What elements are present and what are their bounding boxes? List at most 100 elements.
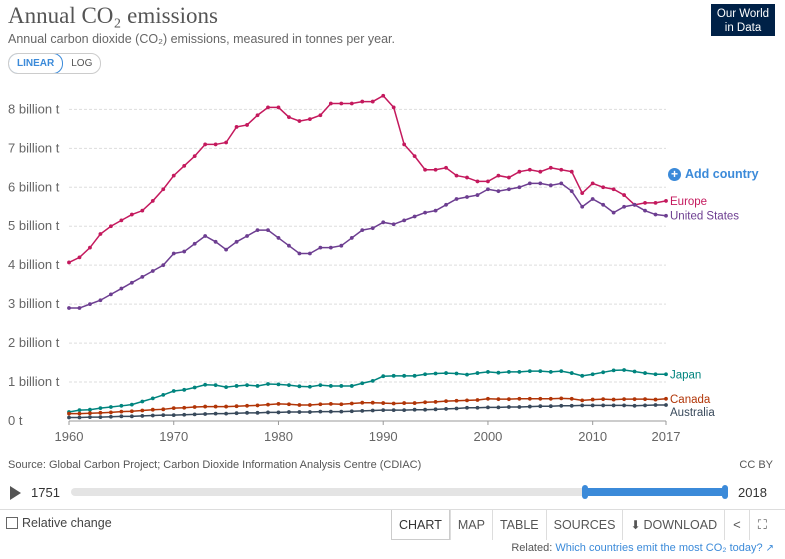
data-point bbox=[423, 407, 428, 412]
y-tick-label: 4 billion t bbox=[8, 257, 60, 272]
data-point bbox=[129, 402, 134, 407]
relative-change-toggle[interactable]: Relative change bbox=[6, 516, 112, 530]
data-point bbox=[496, 405, 501, 410]
series-line bbox=[68, 94, 667, 264]
x-tick-label: 1990 bbox=[369, 429, 398, 444]
data-point bbox=[266, 410, 270, 415]
add-country-label: Add country bbox=[685, 167, 759, 181]
tab-chart[interactable]: CHART bbox=[391, 510, 450, 540]
data-point bbox=[224, 247, 229, 252]
data-point bbox=[88, 407, 92, 412]
data-point bbox=[339, 101, 344, 106]
scale-toggle: LINEAR LOG bbox=[8, 53, 102, 74]
tab-download[interactable]: ⬇ DOWNLOAD bbox=[622, 510, 724, 540]
data-point bbox=[611, 403, 616, 408]
logo-line-1: Our World bbox=[716, 8, 770, 20]
data-point bbox=[161, 407, 166, 412]
x-tick-label: 2000 bbox=[473, 429, 502, 444]
data-point bbox=[328, 101, 333, 106]
data-point bbox=[192, 241, 197, 246]
external-link-icon[interactable]: ↗ bbox=[765, 543, 774, 554]
log-scale-button[interactable]: LOG bbox=[71, 58, 93, 69]
data-point bbox=[108, 414, 113, 419]
data-point bbox=[601, 370, 606, 375]
data-point bbox=[538, 404, 543, 409]
data-point bbox=[412, 373, 417, 378]
data-point bbox=[77, 411, 82, 416]
series-label: Japan bbox=[670, 369, 701, 381]
tab-map[interactable]: MAP bbox=[449, 510, 492, 540]
data-point bbox=[402, 142, 407, 147]
share-icon[interactable]: < bbox=[724, 510, 749, 540]
add-country-button[interactable]: + Add country bbox=[668, 167, 759, 181]
related-link[interactable]: Which countries emit the most CO₂ today? bbox=[555, 542, 763, 554]
data-point bbox=[475, 405, 480, 410]
timeline-end-handle[interactable] bbox=[722, 485, 728, 499]
series-line bbox=[69, 182, 667, 309]
data-point bbox=[580, 373, 585, 378]
owid-logo[interactable]: Our World in Data bbox=[711, 4, 775, 36]
data-point bbox=[412, 214, 417, 219]
data-point bbox=[569, 371, 574, 375]
data-point bbox=[213, 142, 218, 147]
data-point bbox=[475, 371, 480, 375]
license-link[interactable]: CC BY bbox=[739, 459, 773, 471]
data-point bbox=[213, 411, 218, 416]
data-point bbox=[234, 125, 239, 129]
data-point bbox=[360, 381, 365, 386]
data-point bbox=[203, 142, 208, 147]
timeline-selected-range[interactable] bbox=[582, 485, 728, 499]
data-point bbox=[412, 154, 417, 159]
data-point bbox=[307, 403, 312, 407]
tab-table[interactable]: TABLE bbox=[491, 510, 546, 540]
data-point bbox=[339, 243, 344, 248]
data-point bbox=[297, 384, 302, 389]
data-point bbox=[255, 228, 260, 233]
linear-scale-button[interactable]: LINEAR bbox=[9, 54, 64, 73]
data-point bbox=[328, 245, 333, 250]
timeline-start-handle[interactable] bbox=[582, 485, 588, 499]
data-point bbox=[444, 407, 448, 411]
data-point bbox=[391, 373, 396, 378]
data-point bbox=[140, 414, 145, 418]
y-tick-label: 7 billion t bbox=[8, 140, 60, 155]
data-point bbox=[412, 407, 417, 412]
data-point bbox=[433, 167, 438, 172]
chart-subtitle: Annual carbon dioxide (CO₂) emissions, m… bbox=[8, 32, 395, 46]
data-point bbox=[548, 183, 553, 188]
data-point bbox=[601, 185, 606, 190]
data-point bbox=[580, 204, 585, 209]
data-point bbox=[527, 167, 532, 172]
relative-change-checkbox[interactable] bbox=[6, 517, 18, 529]
series-line bbox=[69, 404, 666, 419]
data-point bbox=[444, 371, 448, 375]
data-point bbox=[517, 169, 522, 174]
play-icon[interactable] bbox=[10, 486, 21, 500]
data-point bbox=[339, 409, 344, 414]
data-point bbox=[150, 413, 155, 418]
data-point bbox=[538, 396, 543, 401]
data-point bbox=[643, 397, 647, 402]
fullscreen-icon[interactable]: ⛶ bbox=[748, 510, 775, 540]
data-point bbox=[601, 397, 606, 402]
data-point bbox=[245, 410, 249, 415]
series-label: Australia bbox=[670, 407, 715, 419]
data-point bbox=[297, 251, 302, 256]
data-point bbox=[192, 405, 197, 409]
y-tick-label: 6 billion t bbox=[8, 179, 60, 194]
series-japan bbox=[67, 368, 668, 414]
data-point bbox=[129, 280, 134, 285]
timeline-track[interactable] bbox=[71, 485, 728, 499]
timeline: 1751 2018 bbox=[8, 482, 778, 504]
data-point bbox=[486, 396, 490, 401]
data-point bbox=[569, 189, 574, 194]
data-point bbox=[475, 398, 480, 402]
data-point bbox=[486, 179, 490, 184]
data-point bbox=[349, 409, 354, 414]
data-point bbox=[255, 410, 260, 415]
data-point bbox=[653, 212, 658, 217]
data-point bbox=[150, 199, 155, 203]
data-point bbox=[224, 140, 229, 145]
tab-sources[interactable]: SOURCES bbox=[545, 510, 623, 540]
data-point bbox=[548, 165, 553, 170]
